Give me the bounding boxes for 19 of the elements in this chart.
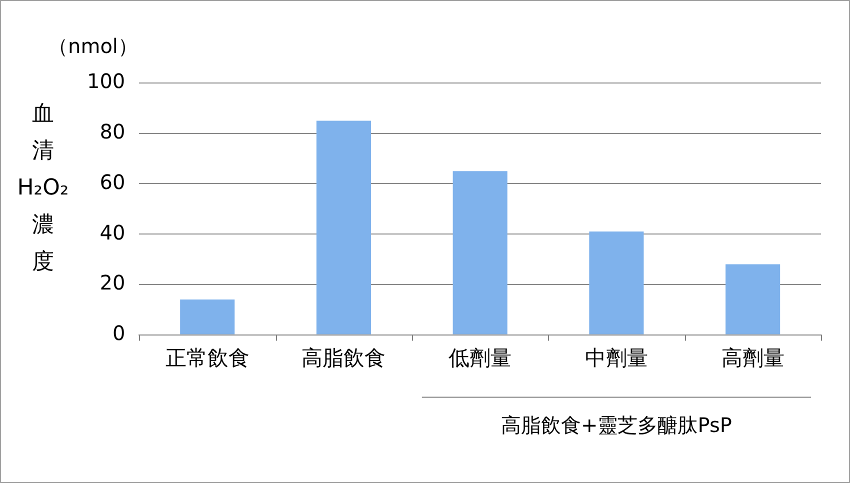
y-tick-label: 100 [86, 69, 126, 94]
bar [589, 232, 644, 334]
bar [316, 120, 371, 334]
y-tick-label: 20 [100, 270, 126, 295]
bar [180, 300, 235, 334]
y-tick-label: 40 [100, 220, 126, 244]
text: （nmol） [48, 34, 138, 58]
x-tick-label: 高脂飲食 [302, 346, 386, 370]
x-tick-label: 低劑量 [448, 346, 512, 370]
y-tick-label: 80 [100, 120, 126, 144]
y-tick-label: 0 [112, 321, 126, 346]
x-tick-label: 中劑量 [584, 346, 648, 370]
bar [726, 264, 780, 334]
x-tick-label: 正常飲食 [165, 346, 250, 370]
text: 高脂飲食+靈芝多醣肽PsP [500, 413, 732, 438]
bar [452, 171, 508, 334]
y-tick-label: 60 [100, 170, 126, 194]
x-tick-label: 高劑量 [721, 346, 784, 370]
y-axis-title: 血清H₂O₂濃度 [17, 102, 69, 275]
